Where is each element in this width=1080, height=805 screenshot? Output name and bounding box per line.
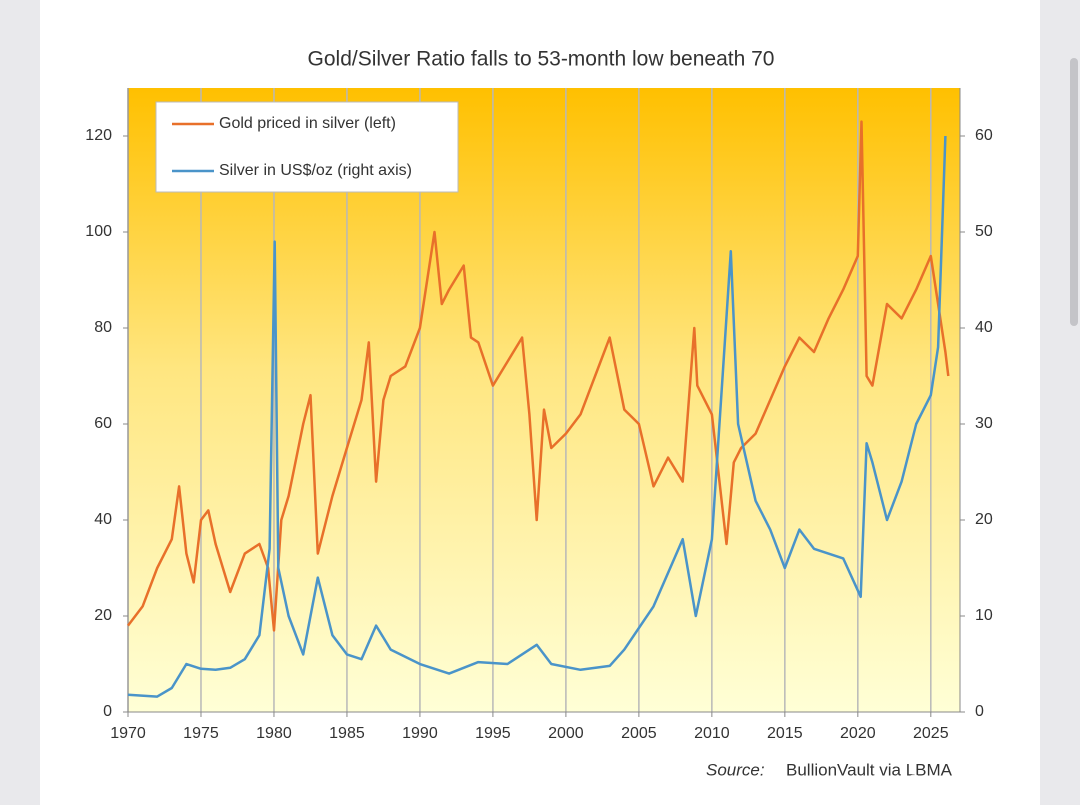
- x-tick-label: 1970: [110, 725, 146, 742]
- y2-tick-label: 40: [975, 319, 993, 336]
- y2-tick-label: 10: [975, 607, 993, 624]
- x-tick-label: 2005: [621, 725, 657, 742]
- y2-tick-label: 60: [975, 127, 993, 144]
- x-tick-label: 1975: [183, 725, 219, 742]
- source: BullionVault via LBMA: [786, 760, 953, 779]
- x-tick-label: 2020: [840, 725, 876, 742]
- x-tick-label: 2025: [913, 725, 949, 742]
- watermark: @ Cryptoo1com: [905, 771, 1028, 790]
- y2-tick-label: 30: [975, 415, 993, 432]
- x-tick-label: 1990: [402, 725, 438, 742]
- legend-label: Silver in US$/oz (right axis): [219, 162, 412, 179]
- y-tick-label: 100: [85, 223, 112, 240]
- y-tick-label: 40: [94, 511, 112, 528]
- y-tick-label: 60: [94, 415, 112, 432]
- y2-tick-label: 0: [975, 703, 984, 720]
- source-label: Source:: [706, 760, 765, 779]
- x-tick-label: 2015: [767, 725, 803, 742]
- legend: [155, 101, 459, 193]
- y-tick-label: 0: [103, 703, 112, 720]
- chart-title: Gold/Silver Ratio falls to 53-month low …: [308, 48, 775, 71]
- x-tick-label: 2000: [548, 725, 584, 742]
- x-tick-label: 2010: [694, 725, 730, 742]
- legend-label: Gold priced in silver (left): [219, 115, 396, 132]
- y-tick-label: 20: [94, 607, 112, 624]
- scrollbar[interactable]: [1070, 58, 1078, 326]
- y2-tick-label: 50: [975, 223, 993, 240]
- x-tick-label: 1980: [256, 725, 292, 742]
- x-tick-label: 1995: [475, 725, 511, 742]
- series-line: [127, 135, 947, 698]
- y2-tick-label: 20: [975, 511, 993, 528]
- y-tick-label: 120: [85, 127, 112, 144]
- series-line: [127, 120, 950, 632]
- x-tick-label: 1985: [329, 725, 365, 742]
- y-tick-label: 80: [94, 319, 112, 336]
